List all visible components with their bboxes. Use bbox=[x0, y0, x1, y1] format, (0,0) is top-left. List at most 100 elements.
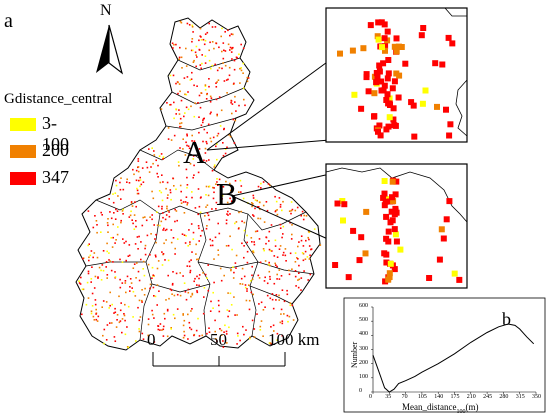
inset-cell bbox=[383, 97, 390, 103]
settlement-dot bbox=[195, 65, 197, 68]
settlement-dot bbox=[233, 142, 236, 144]
settlement-dot bbox=[214, 319, 216, 322]
settlement-dot bbox=[216, 135, 219, 137]
settlement-dot bbox=[246, 234, 248, 237]
settlement-dot bbox=[178, 56, 181, 59]
inset-cell bbox=[385, 57, 392, 63]
settlement-dot bbox=[135, 277, 137, 279]
settlement-dot bbox=[230, 304, 233, 306]
settlement-dot bbox=[156, 284, 159, 286]
settlement-dot bbox=[141, 224, 144, 227]
settlement-dot bbox=[280, 313, 282, 315]
settlement-dot bbox=[272, 324, 275, 327]
settlement-dot bbox=[166, 309, 169, 312]
settlement-dot bbox=[180, 202, 183, 204]
settlement-dot bbox=[170, 198, 172, 201]
settlement-dot bbox=[147, 318, 150, 320]
settlement-dot bbox=[271, 250, 273, 252]
inset-cell bbox=[375, 36, 382, 43]
settlement-dot bbox=[182, 313, 184, 315]
settlement-dot bbox=[269, 342, 272, 344]
settlement-dot bbox=[233, 68, 236, 71]
settlement-dot bbox=[307, 230, 310, 233]
settlement-dot bbox=[164, 218, 167, 221]
settlement-dot bbox=[168, 215, 171, 218]
inset-cell bbox=[392, 122, 399, 129]
settlement-dot bbox=[296, 257, 298, 259]
settlement-dot bbox=[124, 319, 126, 322]
settlement-dot bbox=[221, 195, 224, 197]
inset-cell bbox=[390, 116, 397, 123]
inset-cell bbox=[376, 122, 383, 129]
settlement-dot bbox=[286, 289, 288, 292]
settlement-dot bbox=[273, 330, 275, 332]
settlement-dot bbox=[252, 293, 254, 296]
settlement-dot bbox=[278, 299, 280, 301]
settlement-dot bbox=[162, 181, 164, 183]
settlement-dot bbox=[133, 214, 136, 216]
settlement-dot bbox=[276, 213, 279, 216]
settlement-dot bbox=[125, 291, 127, 294]
settlement-dot bbox=[102, 300, 105, 302]
settlement-dot bbox=[189, 271, 191, 274]
settlement-dot bbox=[309, 254, 311, 257]
settlement-dot bbox=[155, 241, 157, 244]
inset-cell bbox=[446, 198, 453, 205]
settlement-dot bbox=[234, 95, 236, 98]
settlement-dot bbox=[249, 336, 251, 339]
inset-cell bbox=[340, 217, 346, 224]
settlement-dot bbox=[209, 238, 211, 241]
settlement-dot bbox=[189, 326, 191, 329]
settlement-dot bbox=[138, 179, 140, 182]
settlement-dot bbox=[177, 161, 180, 163]
settlement-dot bbox=[138, 330, 141, 333]
settlement-dot bbox=[196, 284, 198, 286]
settlement-dot bbox=[78, 282, 81, 284]
settlement-dot bbox=[93, 287, 96, 289]
settlement-dot bbox=[248, 308, 251, 311]
settlement-dot bbox=[200, 158, 202, 161]
settlement-dot bbox=[161, 208, 163, 210]
settlement-dot bbox=[186, 133, 188, 136]
settlement-dot bbox=[226, 92, 228, 94]
settlement-dot bbox=[225, 79, 228, 81]
settlement-dot bbox=[129, 286, 131, 288]
settlement-dot bbox=[197, 213, 199, 216]
settlement-dot bbox=[226, 309, 229, 311]
settlement-dot bbox=[214, 338, 217, 340]
settlement-dot bbox=[170, 327, 172, 329]
x-tick-label: 105 bbox=[417, 394, 427, 400]
settlement-dot bbox=[204, 33, 207, 35]
settlement-dot bbox=[194, 277, 196, 280]
settlement-dot bbox=[144, 253, 147, 256]
scale-label-100: 100 km bbox=[268, 330, 320, 349]
settlement-dot bbox=[92, 226, 95, 229]
settlement-dot bbox=[229, 46, 232, 49]
settlement-dot bbox=[281, 320, 284, 322]
settlement-dot bbox=[186, 22, 189, 25]
inset-cell bbox=[381, 250, 388, 257]
settlement-dot bbox=[297, 258, 299, 260]
settlement-dot bbox=[222, 186, 225, 188]
settlement-dot bbox=[97, 315, 100, 318]
inset-cell bbox=[384, 28, 391, 35]
inset-cell bbox=[381, 82, 388, 89]
settlement-dot bbox=[275, 264, 277, 266]
inset-cell bbox=[375, 19, 382, 26]
settlement-dot bbox=[168, 297, 170, 300]
settlement-dot bbox=[204, 84, 207, 86]
settlement-dot bbox=[224, 50, 227, 52]
settlement-dot bbox=[215, 42, 218, 45]
settlement-dot bbox=[179, 272, 181, 274]
inset-cell bbox=[341, 201, 348, 208]
settlement-dot bbox=[199, 106, 202, 109]
settlement-dot bbox=[124, 303, 126, 306]
settlement-dot bbox=[200, 67, 202, 70]
legend-swatch bbox=[10, 172, 36, 185]
settlement-dot bbox=[276, 256, 279, 258]
inset-cell bbox=[385, 70, 392, 77]
settlement-dot bbox=[114, 307, 116, 310]
settlement-dot bbox=[157, 328, 160, 331]
inset-cell bbox=[386, 95, 393, 102]
